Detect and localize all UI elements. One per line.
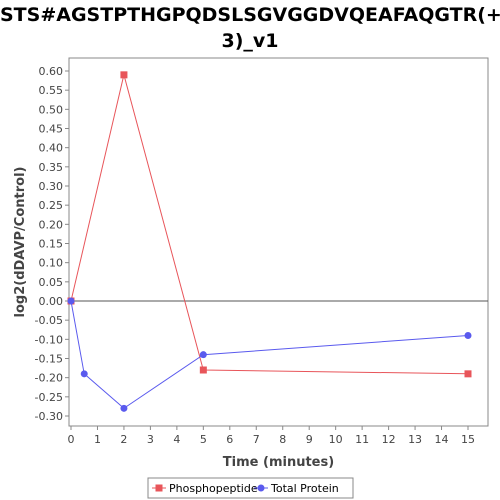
y-tick-label: 0.40 [39,142,64,155]
x-tick-label: 5 [200,433,207,446]
y-tick-label: -0.05 [35,314,63,327]
data-point [199,366,207,374]
x-tick-label: 10 [329,433,343,446]
legend-marker [257,484,265,492]
y-tick-label: -0.20 [35,372,63,385]
y-axis: 0.60 0.55 0.50 0.45 0.40 0.35 0.30 0.25 0.20 0.15… [35,65,69,423]
y-tick-label: 0.25 [39,199,64,212]
legend-label: Total Protein [270,482,339,495]
x-tick-label: 3 [147,433,154,446]
chart-title-line-2: 3)_v1 [221,30,279,52]
legend: Phosphopeptide Total Protein [147,477,354,499]
x-tick-label: 0 [68,433,75,446]
series-total-protein [67,297,472,412]
y-axis-label: log2(dDAVP/Control) [13,167,28,318]
legend-item: Phosphopeptide [152,482,258,495]
x-axis: 0 1 2 3 4 5 6 7 8 9 10 11 12 13 14 15 [68,426,475,446]
data-point [120,404,128,412]
x-tick-label: 9 [306,433,313,446]
y-tick-label: 0.20 [39,218,64,231]
plot-border [68,57,489,427]
x-tick-label: 13 [408,433,422,446]
data-point [67,297,75,305]
x-axis-label: Time (minutes) [223,455,334,470]
x-tick-label: 6 [226,433,233,446]
y-tick-label: -0.30 [35,410,63,423]
x-tick-label: 15 [461,433,475,446]
x-tick-label: 2 [120,433,127,446]
y-tick-label: 0.45 [39,123,64,136]
y-tick-label: 0.15 [39,238,64,251]
data-point [464,332,472,339]
data-point [464,370,472,378]
x-tick-label: 11 [355,433,369,446]
x-tick-label: 1 [94,433,101,446]
series-layer [67,71,472,412]
chart-title: STS#AGSTPTHGPQDSLSGVGGDVQEAFAQGTR(+ 3)_v… [0,2,500,54]
data-point [80,370,88,378]
x-tick-label: 8 [279,433,286,446]
y-tick-label: -0.25 [35,391,63,404]
y-tick-label: 0.10 [39,257,64,270]
x-tick-label: 12 [382,433,396,446]
y-tick-label: -0.10 [35,333,63,346]
series-line [70,74,469,375]
y-tick-label: 0.60 [39,65,64,78]
x-tick-label: 7 [253,433,260,446]
y-tick-label: 0.30 [39,180,64,193]
y-tick-label: 0.05 [39,276,64,289]
y-tick-label: 0.35 [39,161,64,174]
data-point [199,351,207,359]
y-tick-label: 0.00 [39,295,64,308]
y-tick-label: 0.50 [39,103,64,116]
legend-item: Total Protein [254,482,339,495]
y-tick-label: 0.55 [39,84,64,97]
plot-area [68,57,489,427]
legend-marker [155,484,163,492]
legend-box [147,477,354,499]
y-tick-label: -0.15 [35,353,63,366]
x-tick-label: 4 [173,433,180,446]
chart-title-line-1: STS#AGSTPTHGPQDSLSGVGGDVQEAFAQGTR(+ [0,4,500,26]
legend-label: Phosphopeptide [169,482,258,495]
x-tick-label: 14 [435,433,449,446]
data-point [120,71,128,79]
